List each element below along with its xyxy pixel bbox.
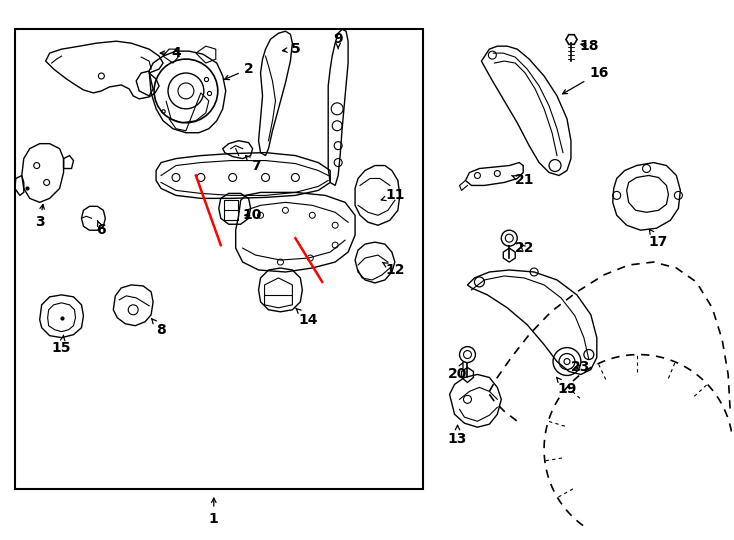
Text: 14: 14 [296,308,318,327]
Text: 7: 7 [245,156,261,173]
Text: 19: 19 [556,377,577,396]
Text: 2: 2 [225,62,253,79]
Text: 5: 5 [283,42,300,56]
Text: 21: 21 [512,173,534,187]
Text: 4: 4 [160,46,181,60]
Text: 9: 9 [333,32,343,49]
Text: 15: 15 [52,335,71,355]
Text: 18: 18 [579,39,599,53]
Text: 16: 16 [563,66,608,94]
Text: 10: 10 [243,208,262,222]
Text: 3: 3 [35,205,45,230]
Text: 17: 17 [649,230,668,249]
Text: 22: 22 [515,241,534,255]
Text: 8: 8 [151,319,166,337]
Text: 11: 11 [381,188,404,202]
Text: 6: 6 [97,220,106,237]
Text: 12: 12 [382,262,404,277]
Text: 20: 20 [448,362,468,381]
Text: 1: 1 [209,498,219,526]
Text: 13: 13 [448,426,468,446]
Bar [15,29,423,489]
Text: 23: 23 [571,361,591,375]
